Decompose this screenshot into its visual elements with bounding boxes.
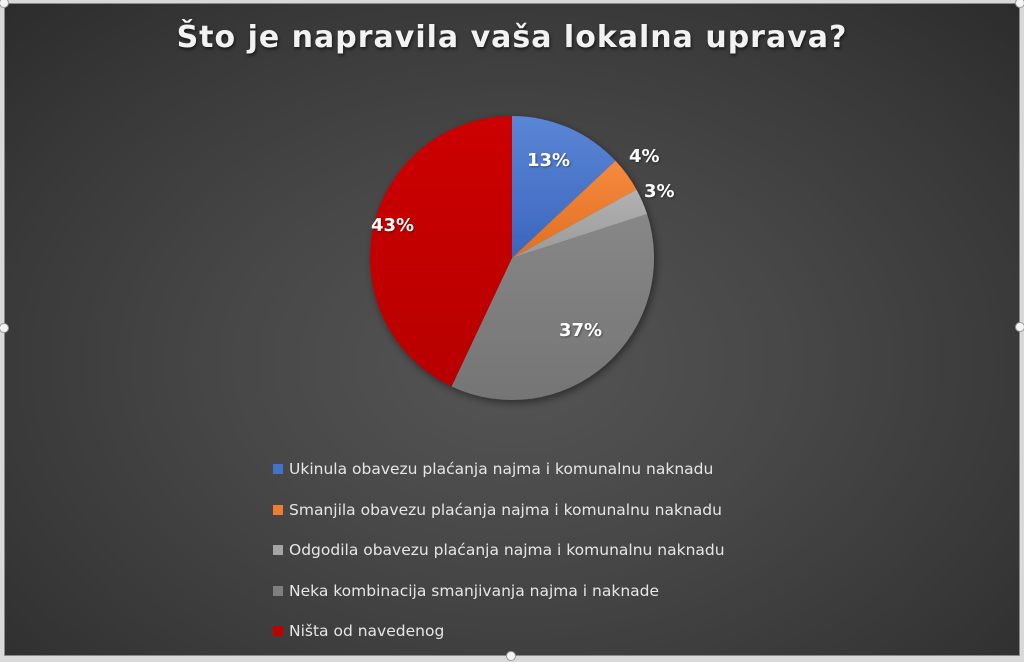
legend-item-smanjila: Smanjila obavezu plaćanja najma i komuna… [273,500,725,520]
pie-slice-kombinacija [451,214,654,401]
pie-slice-nista [370,115,512,387]
data-label: 3% [644,181,675,202]
legend-swatch-orange [273,504,283,515]
resize-handle-bottom-center[interactable] [506,651,516,661]
resize-handle-middle-right[interactable] [1015,322,1024,332]
legend-swatch-light-gray [273,545,283,555]
pie-chart [370,115,654,401]
legend-label: Odgodila obavezu plaćanja najma i komuna… [289,541,725,559]
legend-swatch-blue [273,464,283,474]
pie-slice-ukinula [512,116,616,258]
legend-item-ukinula: Ukinula obavezu plaćanja najma i komunal… [273,459,725,479]
chart-legend: Ukinula obavezu plaćanja najma i komunal… [273,459,725,662]
legend-label: Ništa od navedenog [289,622,445,640]
legend-item-kombinacija: Neka kombinacija smanjivanja najma i nak… [273,581,725,601]
data-label: 4% [629,146,660,167]
legend-label: Smanjila obavezu plaćanja najma i komuna… [289,500,722,519]
resize-handle-top-right[interactable] [1015,0,1024,8]
legend-label: Neka kombinacija smanjivanja najma i nak… [289,581,660,600]
legend-swatch-red [273,626,283,636]
legend-label: Ukinula obavezu plaćanja najma i komunal… [289,460,714,478]
chart-title: Što je napravila vaša lokalna uprava? [176,20,848,55]
legend-item-odgodila: Odgodila obavezu plaćanja najma i komuna… [273,540,725,560]
chart-area[interactable]: Što je napravila vaša lokalna uprava? 13… [4,3,1020,656]
pie-slice-odgodila [512,189,648,258]
legend-item-nista: Ništa od navedenog [273,621,725,641]
data-label: 43% [371,215,415,236]
legend-swatch-gray [273,585,283,596]
data-label: 13% [527,150,571,171]
pie-slice-smanjila [512,160,637,258]
resize-handle-top-left[interactable] [0,0,9,8]
data-label: 37% [559,320,603,341]
resize-handle-middle-left[interactable] [0,323,9,333]
